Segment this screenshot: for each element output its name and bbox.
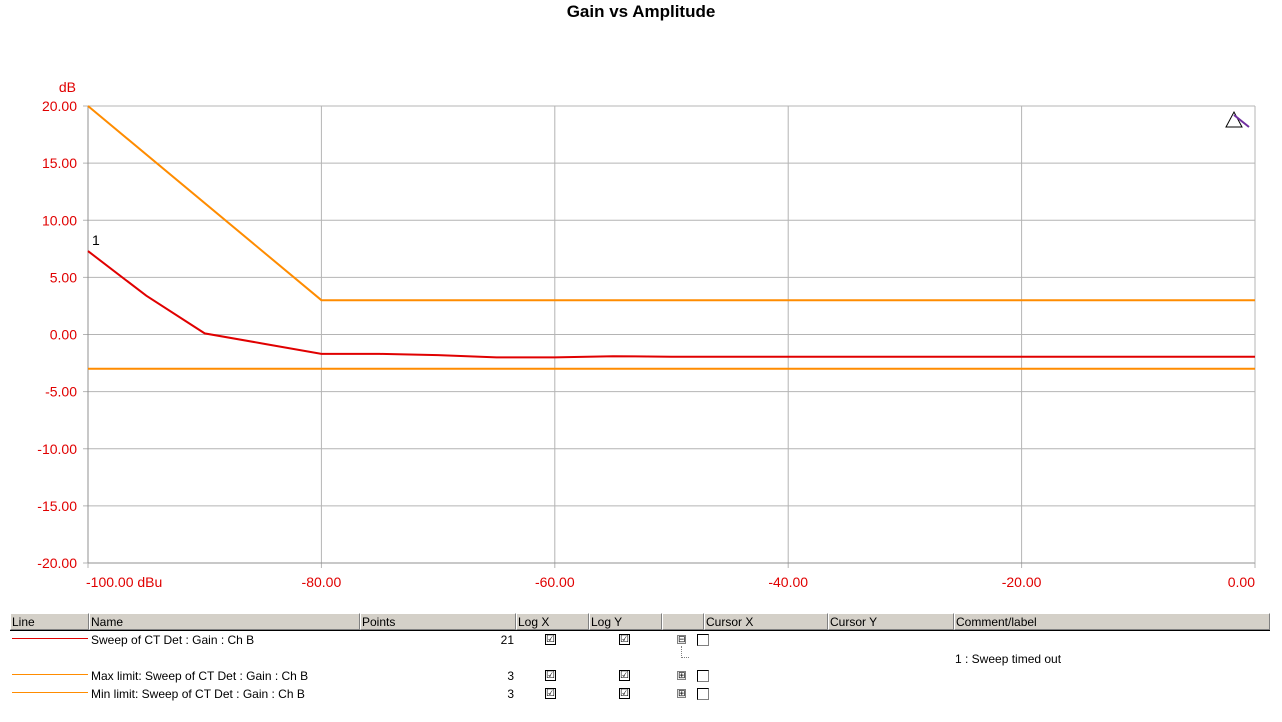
- table-row[interactable]: Max limit: Sweep of CT Det : Gain : Ch B…: [10, 667, 1270, 685]
- line-swatch: [12, 692, 88, 693]
- x-tick-label: -20.00: [1002, 574, 1042, 590]
- cursor-toggle[interactable]: [697, 670, 709, 682]
- col-cursor-y[interactable]: Cursor Y: [828, 613, 954, 630]
- zoom-tool-icon[interactable]: [1225, 110, 1250, 128]
- col-name[interactable]: Name: [89, 613, 360, 630]
- tree-line: [681, 657, 689, 659]
- col-log-y[interactable]: Log Y: [589, 613, 662, 630]
- chart-plot: 20.0015.0010.005.000.00-5.00-10.00-15.00…: [37, 79, 1256, 590]
- y-tick-label: -5.00: [45, 384, 77, 400]
- trace-points: 21: [500, 633, 514, 647]
- y-tick-label: -10.00: [37, 441, 77, 457]
- x-tick-label: -100.00 dBu: [86, 574, 162, 590]
- comment-label: 1 : Sweep timed out: [955, 652, 1062, 666]
- trace-name: Sweep of CT Det : Gain : Ch B: [91, 633, 255, 647]
- col-log-x[interactable]: Log X: [516, 613, 589, 630]
- col-points[interactable]: Points: [360, 613, 516, 630]
- log-x-checkbox[interactable]: ☑: [545, 670, 556, 681]
- y-tick-label: 5.00: [50, 269, 77, 285]
- trace-name: Max limit: Sweep of CT Det : Gain : Ch B: [91, 669, 309, 683]
- col-cursor-x[interactable]: Cursor X: [704, 613, 828, 630]
- y-axis-label: dB: [59, 79, 76, 95]
- y-tick-label: 10.00: [42, 212, 77, 228]
- log-x-checkbox[interactable]: ☑: [545, 688, 556, 699]
- col-blank[interactable]: [662, 613, 704, 630]
- y-tick-label: -15.00: [37, 498, 77, 514]
- log-x-checkbox[interactable]: ☑: [545, 634, 556, 645]
- x-tick-label: -40.00: [768, 574, 808, 590]
- x-tick-label: -80.00: [302, 574, 342, 590]
- log-y-checkbox[interactable]: ☑: [619, 670, 630, 681]
- collapse-icon[interactable]: ⊟: [677, 634, 686, 644]
- line-swatch: [12, 674, 88, 675]
- y-tick-label: 0.00: [50, 327, 77, 343]
- trace-points: 3: [507, 669, 514, 683]
- labels: 20.0015.0010.005.000.00-5.00-10.00-15.00…: [37, 79, 1255, 590]
- cursor-toggle[interactable]: [697, 688, 709, 700]
- table-row[interactable]: Min limit: Sweep of CT Det : Gain : Ch B…: [10, 685, 1270, 703]
- line-swatch: [12, 638, 88, 639]
- table-row[interactable]: Sweep of CT Det : Gain : Ch B 21 ☑ ☑ ⊟: [10, 631, 1270, 649]
- col-line[interactable]: Line: [10, 613, 89, 630]
- col-comment[interactable]: Comment/label: [954, 613, 1270, 630]
- chart-title: Gain vs Amplitude: [566, 2, 716, 21]
- grid: [83, 105, 1256, 568]
- expand-icon[interactable]: ⊞: [677, 670, 686, 680]
- series-line: [87, 105, 1255, 302]
- trace-points: 3: [507, 687, 514, 701]
- log-y-checkbox[interactable]: ☑: [619, 688, 630, 699]
- cursor-toggle[interactable]: [697, 634, 709, 646]
- expand-icon[interactable]: ⊞: [677, 688, 686, 698]
- y-tick-label: 20.00: [42, 98, 77, 114]
- annotation-label: 1: [92, 232, 100, 248]
- x-tick-label: -60.00: [535, 574, 575, 590]
- series-line: [87, 250, 1255, 359]
- x-tick-label: 0.00: [1228, 574, 1255, 590]
- y-tick-label: 15.00: [42, 155, 77, 171]
- log-y-checkbox[interactable]: ☑: [619, 634, 630, 645]
- tree-line: [681, 646, 683, 658]
- series-layer: [87, 105, 1255, 370]
- trace-name: Min limit: Sweep of CT Det : Gain : Ch B: [91, 687, 305, 701]
- y-tick-label: -20.00: [37, 555, 77, 571]
